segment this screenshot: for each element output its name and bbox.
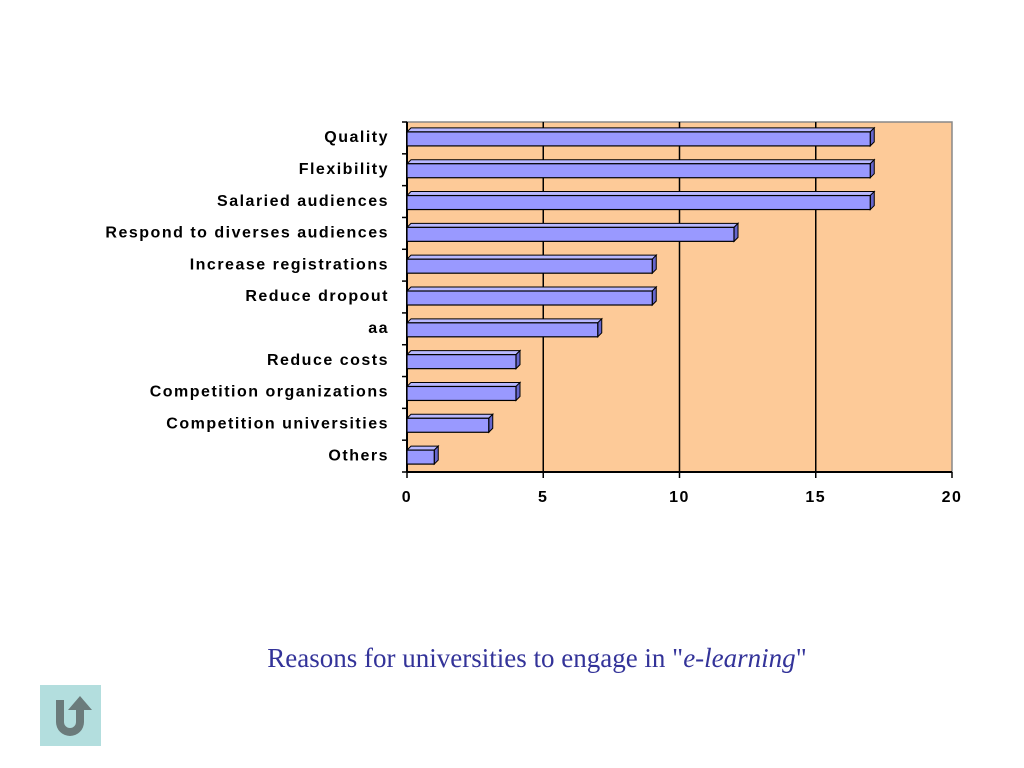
y-tick-label: Reduce dropout — [245, 288, 389, 305]
bar-side — [488, 413, 494, 434]
bar-side — [433, 444, 439, 466]
bar-top — [405, 350, 522, 356]
bar-top — [405, 286, 658, 292]
caption: Reasons for universities to engage in "e… — [267, 643, 806, 673]
bar-top — [405, 254, 658, 260]
x-tick-label: 10 — [669, 489, 690, 506]
bar — [406, 417, 490, 433]
y-tick-label: Increase registrations — [190, 256, 389, 273]
button-bg[interactable] — [40, 685, 101, 746]
bar-top — [405, 381, 522, 387]
x-tick-label: 20 — [942, 489, 963, 506]
x-tick-label: 15 — [805, 489, 826, 506]
bar — [406, 163, 871, 179]
bar-top — [405, 318, 603, 324]
bar — [406, 354, 517, 370]
y-tick-label: aa — [368, 320, 389, 337]
bar — [406, 449, 435, 465]
bar — [406, 258, 653, 274]
caption-tail: " — [796, 643, 807, 673]
y-tick-label: Quality — [324, 129, 389, 146]
bar — [406, 322, 599, 338]
y-tick-label: Respond to diverses audiences — [105, 225, 389, 242]
caption-emphasis: e-learning — [683, 643, 795, 673]
caption-lead: Reasons for universities to engage in " — [267, 643, 683, 673]
bar — [406, 131, 871, 147]
x-tick-label: 5 — [538, 489, 548, 506]
back-button[interactable] — [40, 685, 101, 746]
bar — [406, 226, 735, 242]
bar-top — [405, 159, 876, 165]
y-tick-label: Others — [328, 447, 389, 464]
bar-top — [405, 191, 876, 197]
bar — [406, 290, 653, 306]
y-tick-label: Reduce costs — [267, 352, 389, 369]
bar-top — [405, 222, 740, 228]
bar-top — [405, 445, 440, 451]
bar — [406, 385, 517, 402]
x-tick-label: 0 — [402, 489, 412, 506]
y-tick-label: Salaried audiences — [217, 193, 389, 210]
bar-top — [405, 413, 494, 419]
return-icon[interactable] — [56, 696, 92, 736]
y-tick-label: Flexibility — [299, 161, 389, 178]
bar — [406, 194, 871, 211]
y-tick-label: Competition organizations — [150, 384, 389, 401]
bar-top — [405, 127, 876, 133]
y-tick-label: Competition universities — [166, 415, 389, 432]
